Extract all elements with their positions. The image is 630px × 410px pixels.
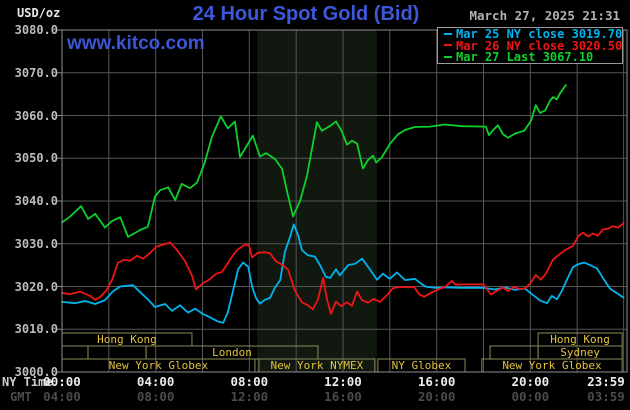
ny-time-tick-label: 16:00 <box>417 374 456 389</box>
session-label: Hong Kong <box>550 333 610 346</box>
kitco-watermark-link[interactable]: www.kitco.com <box>67 33 205 54</box>
session-box <box>489 345 539 360</box>
chart-datetime: March 27, 2025 21:31 <box>469 8 620 23</box>
y-axis-units-label: USD/oz <box>17 6 61 20</box>
mar27-price-line <box>61 84 567 238</box>
y-axis-tick-label: 3050.0 <box>14 151 58 166</box>
session-box <box>87 345 147 360</box>
gmt-tick-label: 12:00 <box>230 389 269 404</box>
ny-time-tick-label: 23:59 <box>587 374 625 389</box>
gmt-tick-label: 16:00 <box>324 389 362 404</box>
session-label: Hong Kong <box>97 333 157 346</box>
y-axis-tick-label: 3010.0 <box>14 322 58 337</box>
legend-item-mar26: Mar 26 NY close 3020.50 <box>444 38 623 53</box>
y-axis-tick-label: 3020.0 <box>14 279 58 294</box>
session-label: Sydney <box>560 346 600 359</box>
session-box <box>61 345 89 360</box>
page-title: 24 Hour Spot Gold (Bid) <box>192 3 420 25</box>
y-axis-tick-label: 3030.0 <box>14 236 58 251</box>
ny-time-tick-label: 04:00 <box>136 374 175 389</box>
session-label: New York Globex <box>109 359 209 372</box>
session-label: London <box>212 346 252 359</box>
legend-item-mar27: Mar 27 Last 3067.10 <box>444 50 622 65</box>
gmt-tick-label: 20:00 <box>417 389 456 404</box>
mar25-price-line <box>61 223 625 324</box>
legend-item-mar25: Mar 25 NY close 3019.70 <box>444 27 623 41</box>
y-axis-tick-label: 3080.0 <box>14 23 58 37</box>
gmt-tick-label: 03:59 <box>587 389 625 404</box>
gmt-tick-label: 00:00 <box>511 389 550 404</box>
legend-box: Mar 25 NY close 3019.70 Mar 26 NY close … <box>437 27 623 64</box>
session-label: NY Globex <box>392 359 452 372</box>
ny-time-tick-label: 00:00 <box>43 374 81 389</box>
session-label: New York Globex <box>502 359 602 372</box>
mar26-line-marker-icon <box>444 44 452 47</box>
plot-border <box>61 29 628 373</box>
mar25-line-marker-icon <box>444 32 452 35</box>
y-axis-tick-label: 3040.0 <box>14 194 58 208</box>
x-axis-row-label-ny-time: NY Time <box>2 375 53 389</box>
ny-time-tick-label: 20:00 <box>511 374 550 389</box>
ny-time-tick-label: 12:00 <box>324 374 362 389</box>
y-axis-tick-label: 3000.0 <box>14 365 58 379</box>
y-axis-tick-label: 3060.0 <box>14 108 58 123</box>
legend-label-mar25: Mar 25 NY close 3019.70 <box>456 27 623 41</box>
legend-label-mar27: Mar 27 Last 3067.10 <box>456 50 594 65</box>
x-axis-row-label-gmt: GMT <box>10 390 32 404</box>
ny-time-tick-label: 08:00 <box>230 374 269 389</box>
legend-label-mar26: Mar 26 NY close 3020.50 <box>456 38 623 53</box>
mar26-price-line <box>61 221 625 315</box>
y-axis-tick-label: 3070.0 <box>14 65 58 80</box>
session-label: New York NYMEX <box>271 359 364 372</box>
gmt-tick-label: 08:00 <box>136 389 175 404</box>
mar27-line-marker-icon <box>444 55 452 58</box>
gmt-tick-label: 04:00 <box>43 389 81 404</box>
